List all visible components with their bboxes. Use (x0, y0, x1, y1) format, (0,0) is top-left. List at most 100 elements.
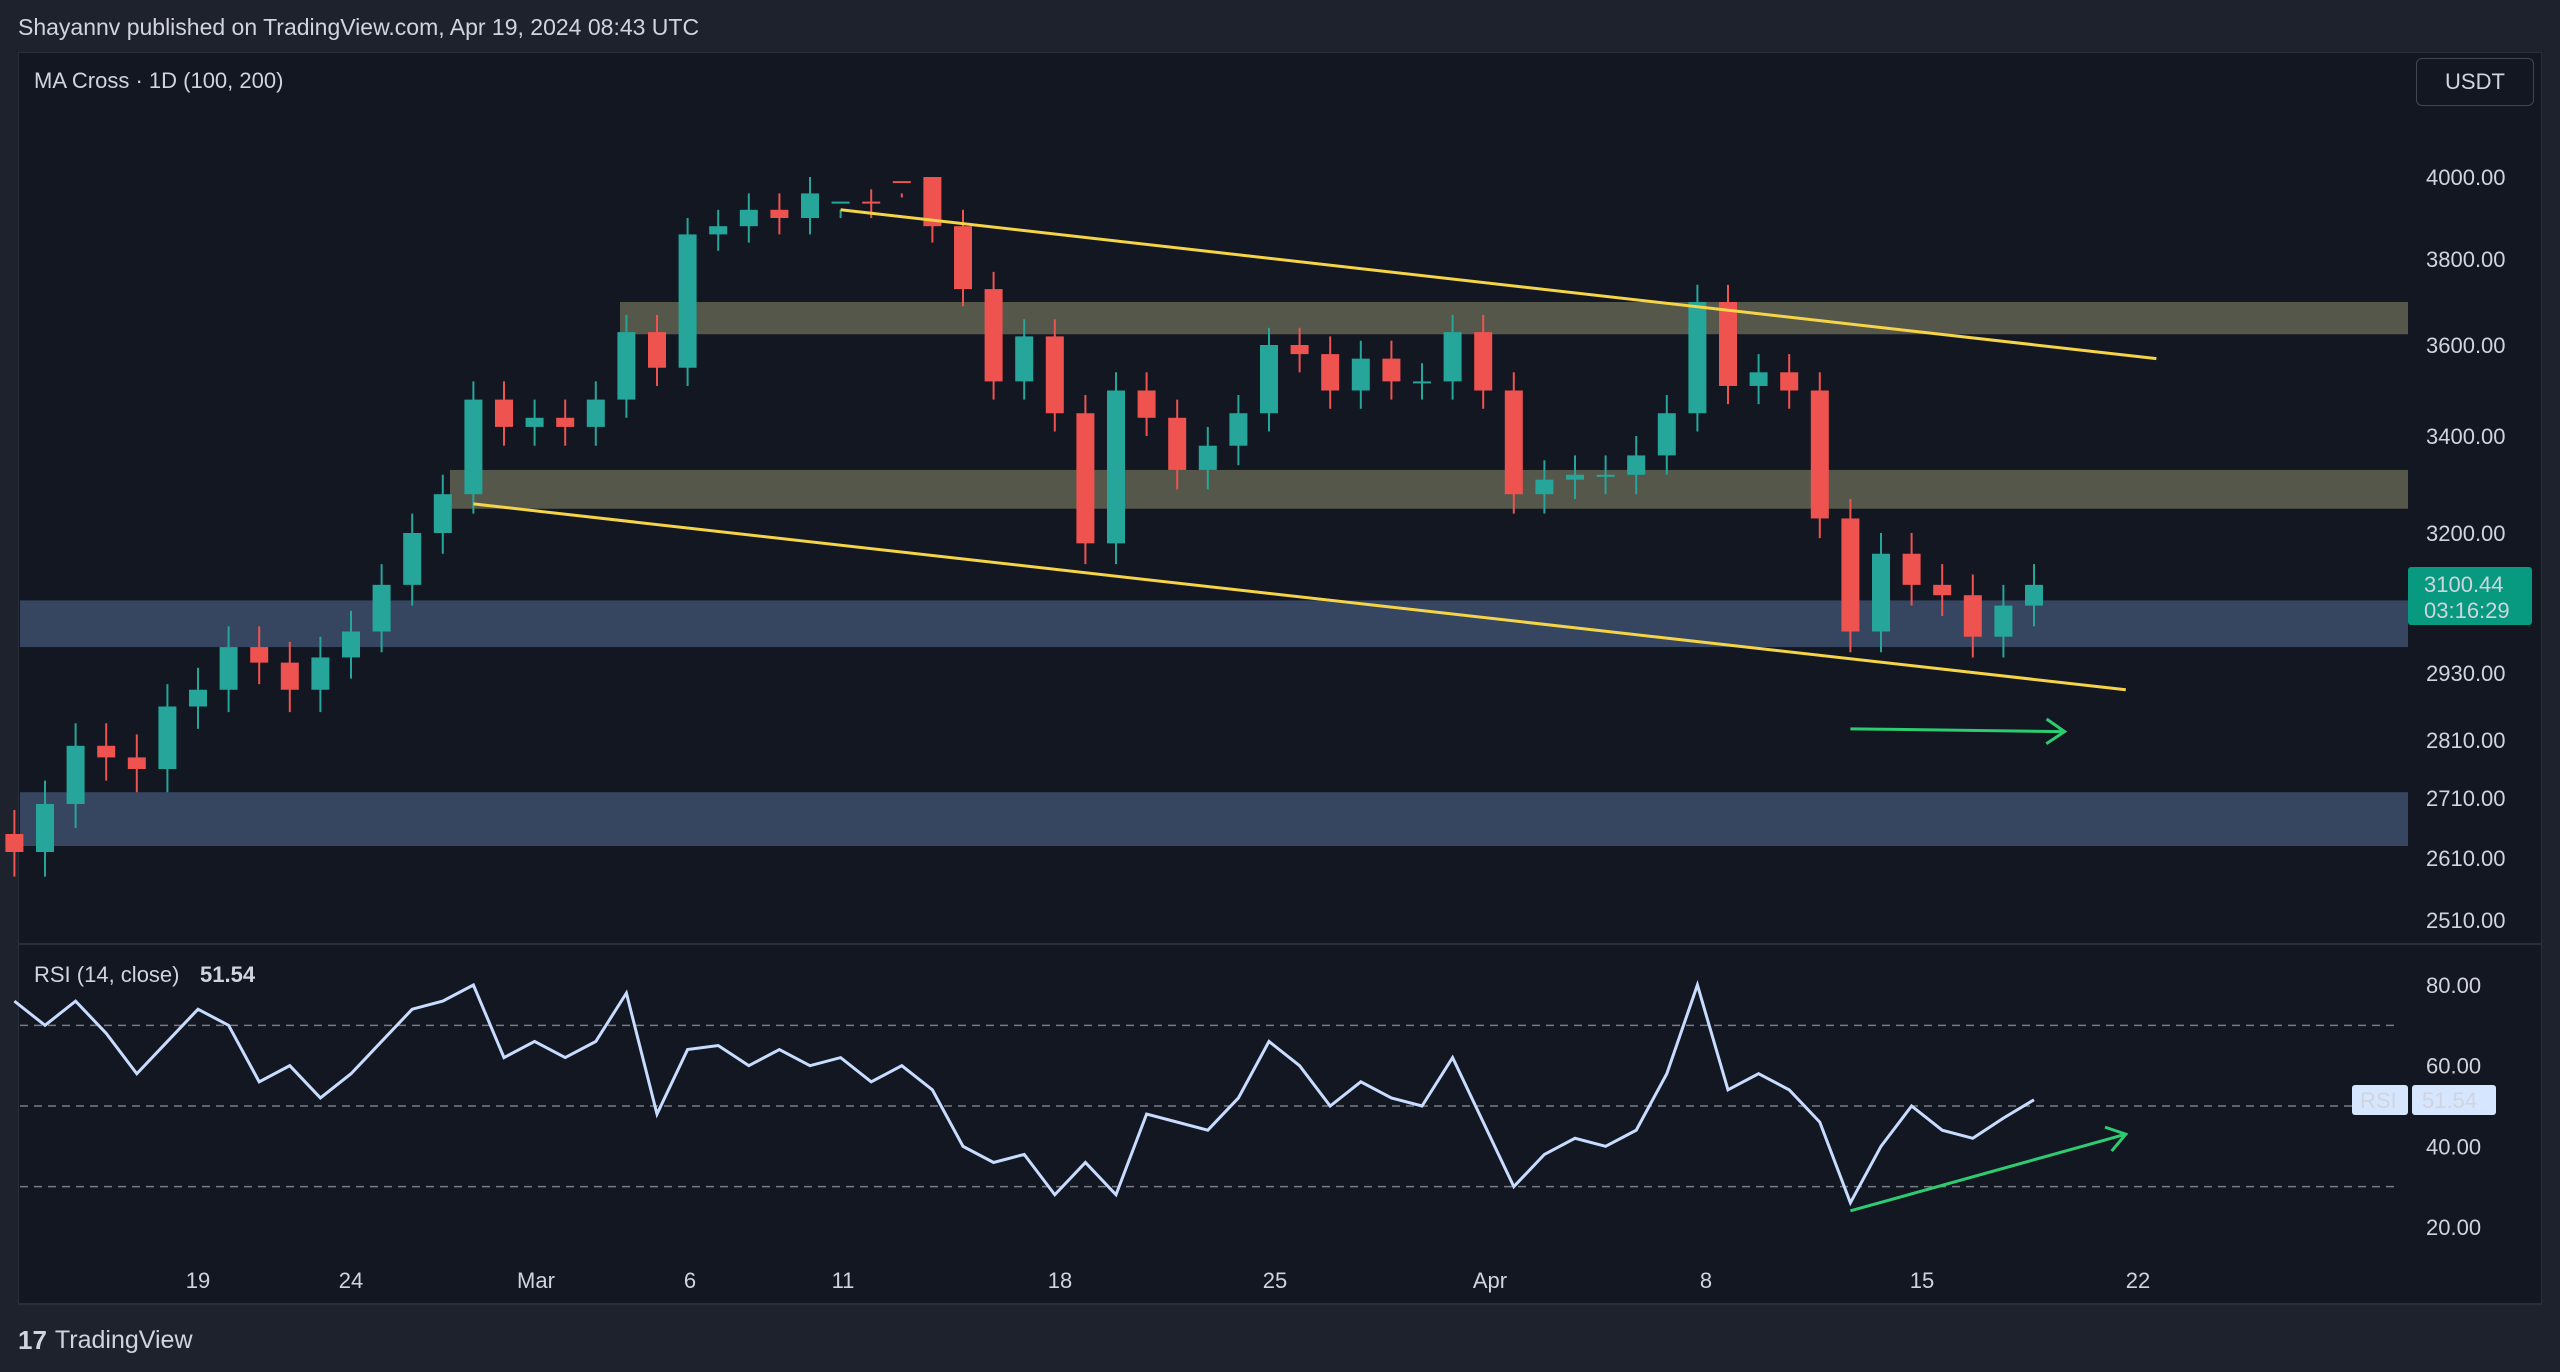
chart-title: MA Cross · 1D (100, 200) (34, 68, 283, 93)
date-tick-label: 19 (186, 1268, 210, 1293)
rsi-value: 51.54 (200, 962, 256, 987)
date-tick-label: 6 (684, 1268, 696, 1293)
candle (1810, 390, 1829, 519)
zone-1 (620, 302, 2408, 335)
candle (403, 533, 422, 585)
date-tick-label: 11 (832, 1268, 855, 1293)
candle (1657, 413, 1676, 456)
tradingview-logo-icon[interactable]: 17 (18, 1324, 47, 1355)
candle (1045, 336, 1064, 414)
footer-brand[interactable]: TradingView (54, 1325, 193, 1354)
candle (1627, 455, 1646, 475)
countdown-value: 03:16:29 (2424, 598, 2510, 623)
candle (892, 181, 911, 184)
candle (1198, 445, 1217, 470)
candle (739, 209, 758, 227)
footer: 17 TradingView (18, 1322, 193, 1358)
candle (372, 584, 391, 632)
price-tick-label: 3400.00 (2426, 424, 2506, 449)
candle (801, 193, 819, 218)
rsi-tick-label: 20.00 (2426, 1215, 2481, 1240)
trendline-0 (840, 208, 2157, 361)
candle (1260, 345, 1278, 414)
candle (1137, 390, 1156, 418)
date-tick-label: Apr (1473, 1268, 1507, 1293)
date-tick-label: 24 (339, 1268, 363, 1293)
date-tick-label: 18 (1048, 1268, 1072, 1293)
candle (1351, 358, 1370, 391)
date-tick-label: 15 (1910, 1268, 1934, 1293)
last-price-badge (2408, 567, 2532, 625)
price-tick-label: 3600.00 (2426, 333, 2506, 358)
date-tick-label: 8 (1700, 1268, 1712, 1293)
date-tick-label: 25 (1263, 1268, 1287, 1293)
rsi-line (13, 980, 2035, 1207)
price-tick-label: 3200.00 (2426, 521, 2506, 546)
quote-currency-button[interactable]: USDT (2416, 58, 2534, 106)
candle (342, 631, 360, 658)
price-tick-label: 2510.00 (2426, 908, 2506, 933)
price-tick-label: 4000.00 (2426, 165, 2506, 190)
candle (1290, 345, 1309, 355)
candle (1107, 390, 1125, 544)
candle (1474, 332, 1493, 391)
candle (127, 757, 146, 769)
rsi-tick-label: 60.00 (2426, 1054, 2481, 1079)
date-tick-label: Mar (517, 1268, 555, 1293)
candle (280, 662, 299, 690)
candle (219, 647, 238, 690)
candle (1994, 605, 2013, 637)
candle (1229, 413, 1248, 446)
rsi-arrow (1849, 1132, 2127, 1213)
price-tick-label: 2610.00 (2426, 846, 2506, 871)
candle (36, 804, 54, 852)
zone-4 (20, 792, 2408, 846)
candle (648, 332, 666, 368)
date-tick-label: 22 (2126, 1268, 2150, 1293)
candle (586, 399, 605, 427)
candle (556, 417, 575, 427)
candle (1413, 381, 1431, 384)
candle (954, 226, 972, 290)
candle (1504, 390, 1523, 495)
price-arrow-head (2045, 717, 2068, 746)
candle (1719, 302, 1737, 386)
candle (617, 332, 636, 400)
candle (495, 399, 513, 427)
candle (189, 689, 207, 707)
last-price-value: 3100.44 (2424, 572, 2504, 597)
candle (1566, 474, 1584, 480)
rsi-tick-label: 80.00 (2426, 973, 2481, 998)
candle (923, 177, 942, 227)
price-tick-label: 3800.00 (2426, 247, 2506, 272)
candle (1688, 302, 1707, 414)
rsi-title: RSI (14, close) (34, 962, 180, 987)
candle (1168, 417, 1187, 470)
candle (1902, 553, 1921, 585)
candle (1963, 595, 1982, 637)
price-tick-label: 2930.00 (2426, 661, 2506, 686)
candle (709, 226, 728, 235)
candle (1321, 354, 1340, 391)
candle (1535, 479, 1554, 495)
candle (862, 201, 881, 204)
rsi-badge-value-bg (2412, 1085, 2496, 1115)
rsi-badge-label: RSI (2360, 1088, 2397, 1113)
candle (678, 234, 697, 368)
candle (464, 399, 483, 495)
candle (5, 834, 24, 852)
header: Shayannv published on TradingView.com, A… (0, 0, 2560, 54)
rsi-arrow-head (2104, 1125, 2129, 1153)
candle (831, 201, 850, 204)
candle (1780, 372, 1799, 391)
candle (1015, 336, 1034, 382)
candle (97, 745, 116, 758)
price-tick-label: 2710.00 (2426, 786, 2506, 811)
candle (311, 657, 330, 690)
candle (433, 494, 452, 533)
candle (1076, 413, 1095, 544)
candle (1841, 518, 1860, 632)
candle (1443, 332, 1462, 382)
rsi-badge-label-bg (2352, 1085, 2408, 1115)
